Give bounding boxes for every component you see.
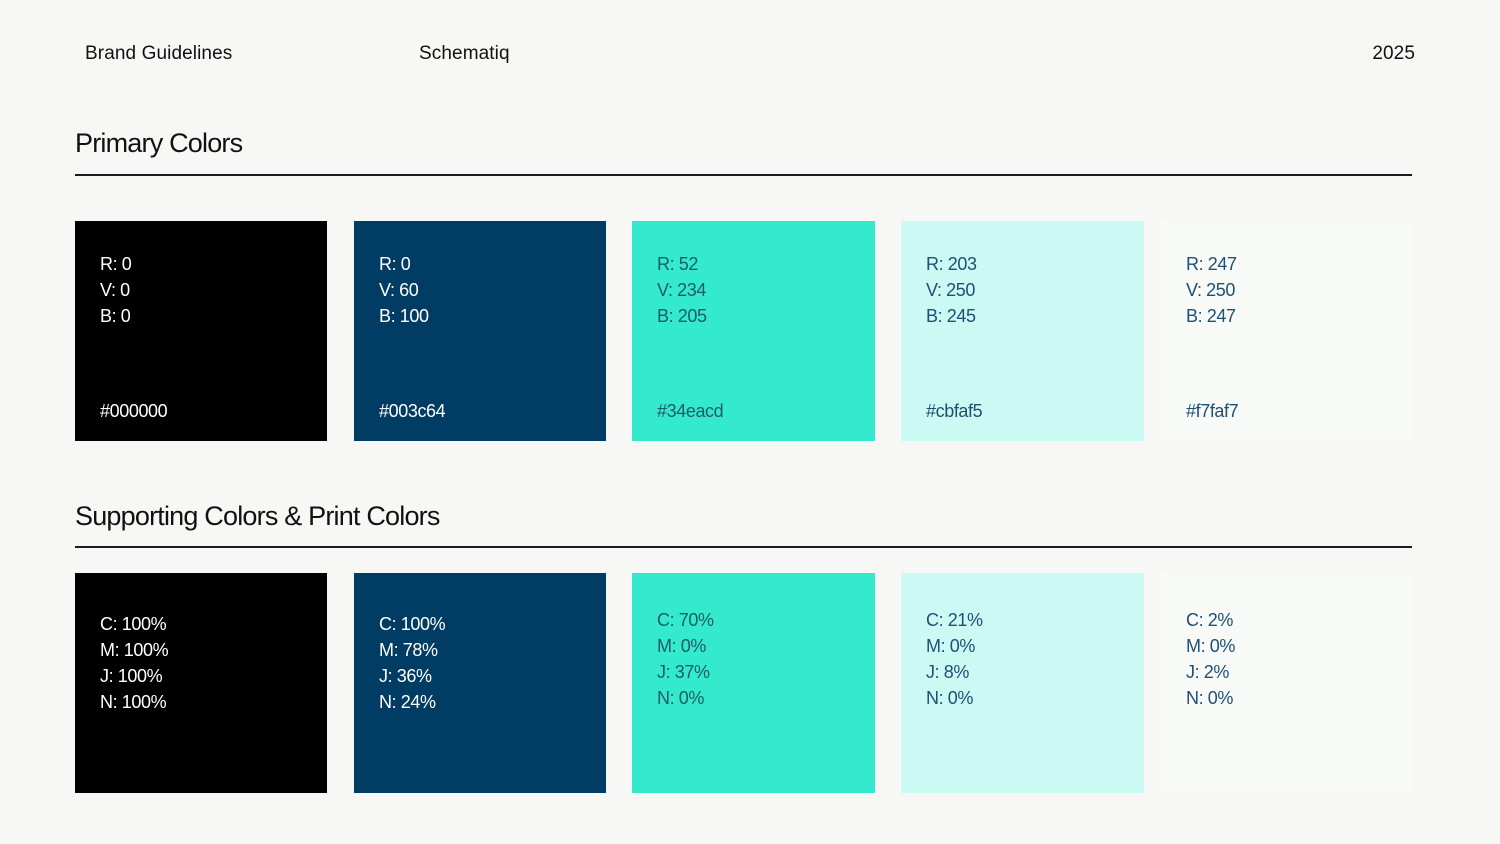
color-values: R: 203 V: 250 B: 245 bbox=[926, 251, 977, 329]
header-doc-title: Brand Guidelines bbox=[85, 43, 233, 64]
color-value-line: J: 2% bbox=[1186, 662, 1230, 682]
hex-code: #003c64 bbox=[379, 401, 446, 421]
primary-swatch: R: 247 V: 250 B: 247 #f7faf7 bbox=[1161, 221, 1413, 441]
color-values: C: 2% M: 0% J: 2% N: 0% bbox=[1186, 607, 1235, 711]
color-value-line: B: 0 bbox=[100, 306, 131, 326]
color-value-line: M: 0% bbox=[657, 636, 707, 656]
supporting-colors-title: Supporting Colors & Print Colors bbox=[75, 501, 440, 531]
color-value-line: V: 250 bbox=[926, 280, 975, 300]
color-value-line: B: 245 bbox=[926, 306, 976, 326]
supporting-swatch: C: 2% M: 0% J: 2% N: 0% bbox=[1161, 573, 1413, 793]
color-value-line: V: 234 bbox=[657, 280, 706, 300]
color-value-line: N: 24% bbox=[379, 692, 436, 712]
color-value-line: M: 0% bbox=[926, 636, 976, 656]
color-value-line: V: 60 bbox=[379, 280, 419, 300]
primary-swatch: R: 0 V: 0 B: 0 #000000 bbox=[75, 221, 327, 441]
color-value-line: B: 247 bbox=[1186, 306, 1236, 326]
color-value-line: R: 0 bbox=[100, 254, 132, 274]
color-value-line: R: 0 bbox=[379, 254, 411, 274]
color-value-line: B: 100 bbox=[379, 306, 429, 326]
color-value-line: C: 21% bbox=[926, 610, 983, 630]
supporting-divider bbox=[75, 546, 1412, 548]
color-value-line: C: 100% bbox=[379, 614, 446, 634]
supporting-swatch: C: 100% M: 78% J: 36% N: 24% bbox=[354, 573, 606, 793]
color-value-line: R: 203 bbox=[926, 254, 977, 274]
supporting-swatch: C: 70% M: 0% J: 37% N: 0% bbox=[632, 573, 875, 793]
color-value-line: N: 0% bbox=[657, 688, 705, 708]
color-value-line: C: 100% bbox=[100, 614, 167, 634]
hex-code: #000000 bbox=[100, 401, 168, 421]
color-value-line: J: 100% bbox=[100, 666, 163, 686]
header-brand-name: Schematiq bbox=[419, 43, 510, 64]
color-values: R: 247 V: 250 B: 247 bbox=[1186, 251, 1237, 329]
color-value-line: R: 52 bbox=[657, 254, 699, 274]
color-value-line: C: 70% bbox=[657, 610, 714, 630]
hex-code: #f7faf7 bbox=[1186, 401, 1239, 421]
color-value-line: V: 0 bbox=[100, 280, 130, 300]
color-values: R: 0 V: 60 B: 100 bbox=[379, 251, 429, 329]
color-value-line: N: 100% bbox=[100, 692, 167, 712]
supporting-swatch: C: 100% M: 100% J: 100% N: 100% bbox=[75, 573, 327, 793]
hex-code: #cbfaf5 bbox=[926, 401, 983, 421]
color-value-line: B: 205 bbox=[657, 306, 707, 326]
primary-divider bbox=[75, 174, 1412, 176]
supporting-swatch: C: 21% M: 0% J: 8% N: 0% bbox=[901, 573, 1144, 793]
color-values: C: 21% M: 0% J: 8% N: 0% bbox=[926, 607, 983, 711]
primary-swatch: R: 0 V: 60 B: 100 #003c64 bbox=[354, 221, 606, 441]
color-value-line: M: 0% bbox=[1186, 636, 1236, 656]
color-value-line: J: 8% bbox=[926, 662, 970, 682]
color-value-line: V: 250 bbox=[1186, 280, 1235, 300]
hex-code: #34eacd bbox=[657, 401, 724, 421]
color-value-line: M: 100% bbox=[100, 640, 169, 660]
color-value-line: J: 37% bbox=[657, 662, 710, 682]
color-value-line: R: 247 bbox=[1186, 254, 1237, 274]
color-values: C: 100% M: 100% J: 100% N: 100% bbox=[100, 611, 169, 715]
color-values: C: 100% M: 78% J: 36% N: 24% bbox=[379, 611, 446, 715]
color-values: R: 52 V: 234 B: 205 bbox=[657, 251, 707, 329]
color-value-line: N: 0% bbox=[926, 688, 974, 708]
header-year: 2025 bbox=[1372, 43, 1415, 64]
primary-colors-title: Primary Colors bbox=[75, 128, 243, 158]
color-values: C: 70% M: 0% J: 37% N: 0% bbox=[657, 607, 714, 711]
color-value-line: M: 78% bbox=[379, 640, 438, 660]
color-value-line: N: 0% bbox=[1186, 688, 1234, 708]
color-value-line: C: 2% bbox=[1186, 610, 1234, 630]
primary-swatch: R: 203 V: 250 B: 245 #cbfaf5 bbox=[901, 221, 1144, 441]
color-values: R: 0 V: 0 B: 0 bbox=[100, 251, 132, 329]
color-value-line: J: 36% bbox=[379, 666, 432, 686]
primary-swatch: R: 52 V: 234 B: 205 #34eacd bbox=[632, 221, 875, 441]
